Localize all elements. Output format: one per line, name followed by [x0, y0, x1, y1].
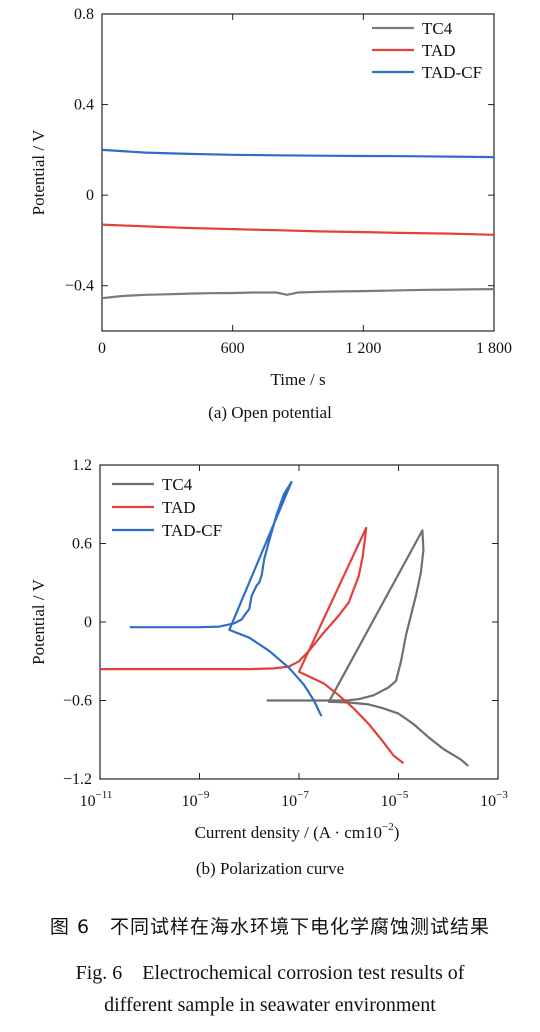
legend-label-tad: TAD — [422, 41, 456, 60]
x-axis-label: Time / s — [270, 370, 325, 389]
x-tick-label: 1 800 — [476, 340, 512, 357]
y-axis-label: Potential / V — [29, 578, 48, 664]
open-potential-legend: TC4 TAD TAD-CF — [372, 19, 482, 82]
series-line-tad-cf — [129, 480, 323, 717]
series-line-tc4 — [101, 288, 495, 300]
x-tick-label: 10−9 — [182, 789, 210, 810]
figure-caption-english-line1: Fig. 6 Electrochemical corrosion test re… — [75, 962, 465, 984]
series-line-tc4 — [266, 529, 469, 767]
y-tick-label: −1.2 — [63, 771, 92, 788]
y-tick-label: 0.8 — [74, 6, 94, 23]
y-tick-label: −0.4 — [65, 278, 94, 295]
y-tick-label: 0.4 — [74, 97, 94, 114]
y-tick-label: 0.6 — [72, 536, 92, 553]
x-axis-label: Current density / (A · cm10−2) — [195, 821, 400, 842]
series-line-tad — [101, 223, 495, 236]
y-tick-label: −0.6 — [63, 693, 92, 710]
x-tick-label: 10−7 — [281, 789, 309, 810]
open-potential-caption: (a) Open potential — [208, 403, 332, 422]
series-line-tad-cf — [101, 148, 495, 159]
x-tick-label: 10−5 — [381, 789, 409, 810]
open-potential-axes: 0 600 1 200 1 800 −0.4 0 0.4 0.8 Time / s Potenti… — [29, 6, 512, 389]
x-tick-label: 10−11 — [80, 789, 113, 810]
polarization-series — [100, 480, 469, 767]
open-potential-series — [101, 148, 495, 300]
y-tick-label: 0 — [86, 187, 94, 204]
plot-frame — [101, 13, 495, 332]
polarization-caption: (b) Polarization curve — [195, 859, 345, 878]
legend-label-tad-cf: TAD-CF — [162, 521, 222, 540]
y-axis-label: Potential / V — [29, 129, 48, 215]
x-tick-label: 600 — [221, 340, 245, 357]
plot-frame — [99, 464, 499, 780]
y-tick-label: 1.2 — [72, 457, 92, 474]
legend-label-tc4: TC4 — [422, 19, 453, 38]
figure-caption-chinese: 图 6 不同试样在海水环境下电化学腐蚀测试结果 — [49, 916, 491, 938]
x-tick-label: 10−3 — [480, 789, 508, 810]
x-tick-label: 1 200 — [345, 340, 381, 357]
series-line-tad — [100, 526, 405, 765]
x-tick-label: 0 — [98, 340, 106, 357]
legend-label-tc4: TC4 — [162, 475, 193, 494]
figure-caption-english-line2: different sample in seawater environment — [104, 994, 436, 1016]
polarization-legend: TC4 TAD TAD-CF — [112, 475, 222, 540]
legend-label-tad-cf: TAD-CF — [422, 63, 482, 82]
polarization-axes: 10−11 10−9 10−7 10−5 10−3 −1.2 −0.6 0 0.6 1.2 Curr… — [29, 457, 508, 842]
polarization-chart: 10−11 10−9 10−7 10−5 10−3 −1.2 −0.6 0 0.6 1.2 Curr… — [29, 457, 508, 842]
y-tick-label: 0 — [84, 614, 92, 631]
open-potential-chart: 0 600 1 200 1 800 −0.4 0 0.4 0.8 Time / s Potenti… — [29, 6, 512, 389]
legend-label-tad: TAD — [162, 498, 196, 517]
